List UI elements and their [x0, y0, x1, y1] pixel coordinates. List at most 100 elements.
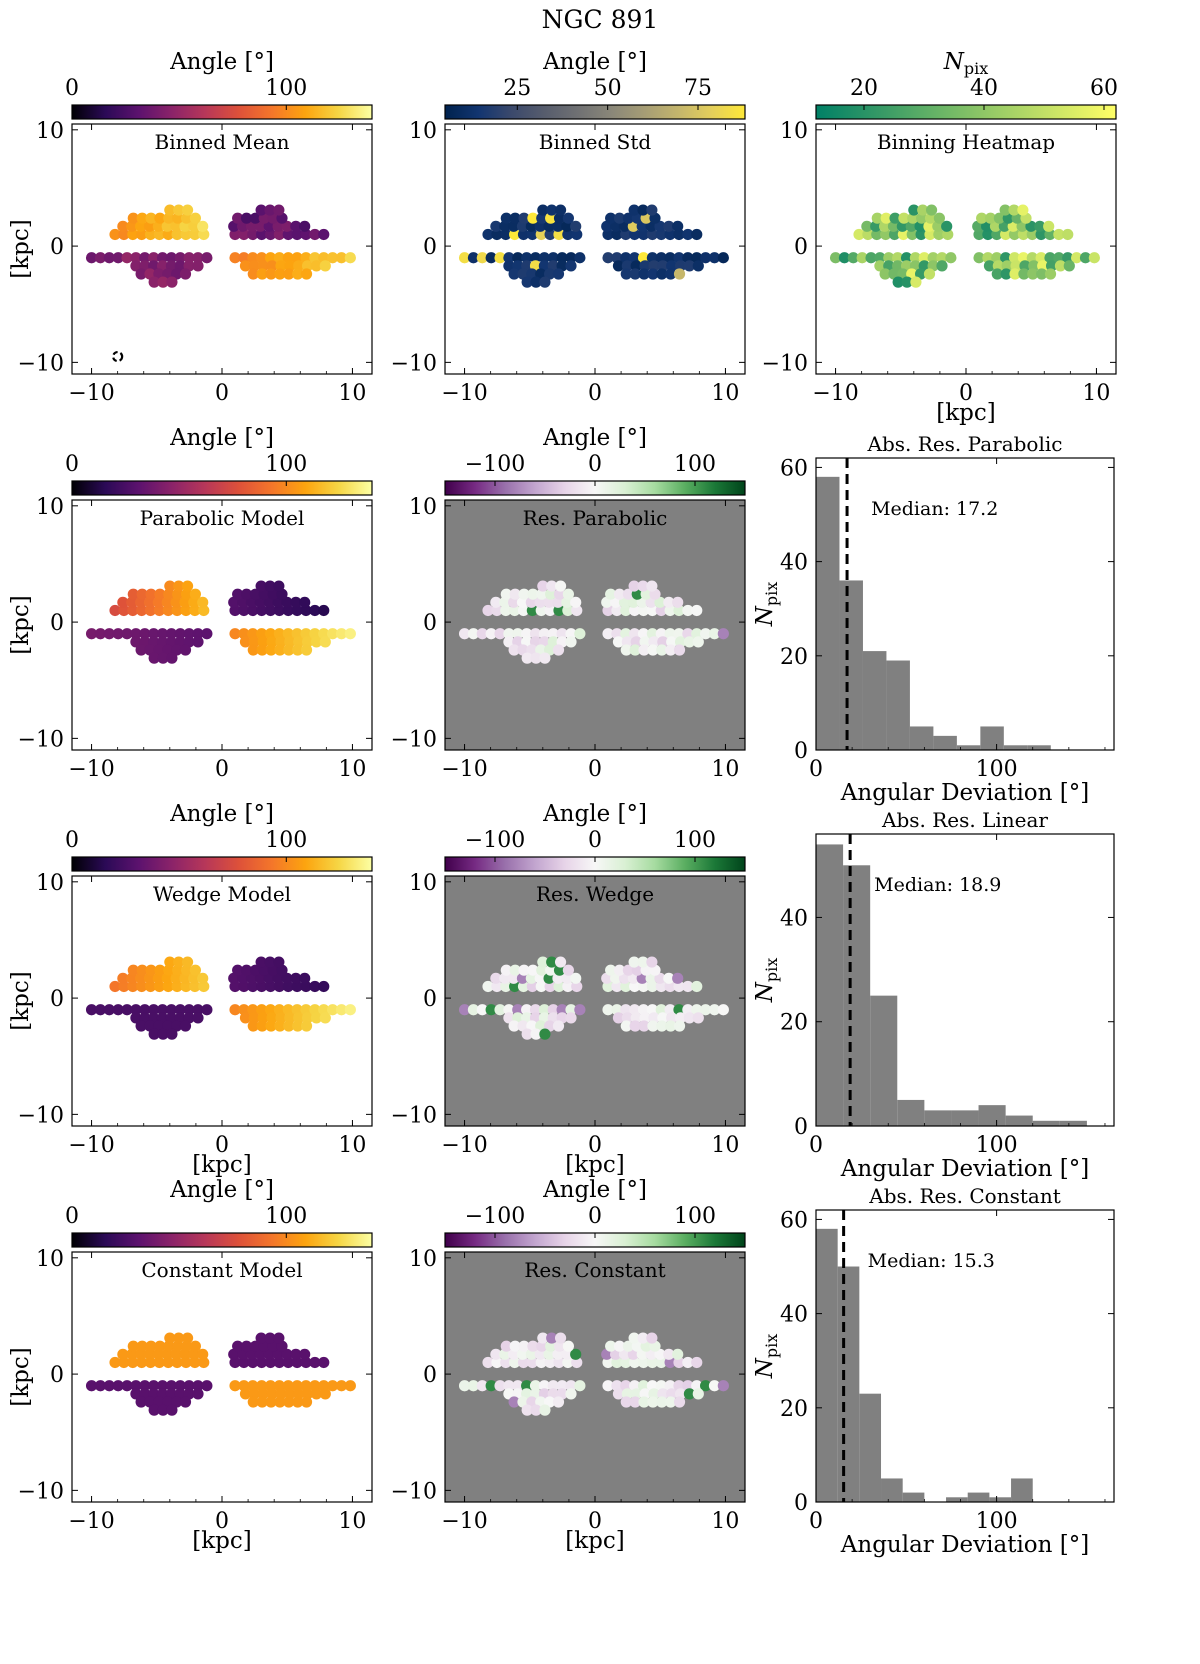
map-point: [180, 228, 192, 241]
beam-marker: [112, 350, 124, 363]
panel-title: Binning Heatmap: [877, 130, 1055, 154]
map-point: [284, 1012, 296, 1024]
map-point: [897, 228, 909, 241]
map-point: [247, 268, 259, 280]
y-tick-label: 10: [780, 119, 808, 144]
histogram-bar: [816, 1228, 838, 1502]
map-point: [201, 1004, 213, 1016]
histogram-bar: [933, 735, 957, 750]
map-point: [871, 212, 883, 224]
y-tick-label: 10: [36, 119, 64, 144]
map-point: [629, 1396, 641, 1408]
map-point: [656, 644, 668, 656]
map-point: [554, 956, 567, 968]
y-tick-label: 0: [794, 739, 808, 764]
map-point: [889, 212, 901, 224]
map-point: [571, 980, 583, 993]
map-point: [915, 268, 927, 280]
map-point: [293, 1388, 305, 1400]
y-axis-label: Npix: [752, 582, 781, 628]
x-axis-label: Angular Deviation [°]: [840, 1532, 1089, 1558]
y-tick-label: 10: [36, 1247, 64, 1272]
map-point: [299, 972, 311, 984]
map-point: [156, 1004, 169, 1016]
map-point: [538, 628, 550, 640]
map-point: [530, 1028, 542, 1040]
map-point: [198, 980, 210, 993]
map-point: [232, 588, 244, 600]
map-point: [656, 268, 668, 280]
map-point: [874, 260, 886, 272]
map-point: [1062, 228, 1074, 241]
y-tick-label: 0: [423, 611, 437, 636]
map-point: [172, 964, 184, 976]
map-point: [136, 212, 148, 224]
map-point: [508, 1396, 520, 1408]
map-point: [494, 628, 506, 640]
map-point: [500, 588, 512, 600]
panel-title: Wedge Model: [153, 882, 291, 906]
map-point: [556, 628, 568, 640]
map-point: [521, 252, 533, 264]
map-point: [189, 588, 201, 600]
map-point: [156, 252, 169, 264]
map-point: [165, 628, 177, 640]
map-point: [265, 1396, 277, 1408]
map-point: [491, 1356, 503, 1369]
histogram-bar: [837, 1266, 860, 1502]
colorbar-tick-label: 100: [265, 1204, 307, 1229]
colorbar-tick-label: 25: [503, 76, 531, 101]
map-point: [865, 252, 877, 264]
map-point: [691, 980, 703, 993]
map-point: [629, 1020, 641, 1032]
map-point: [692, 1012, 704, 1024]
map-point: [121, 252, 133, 264]
map-point: [485, 628, 497, 640]
map-point: [148, 1004, 160, 1016]
x-tick-label: 0: [809, 1509, 823, 1534]
map-point: [249, 212, 261, 224]
map-point: [156, 628, 169, 640]
x-tick-label: −10: [441, 1133, 487, 1158]
map-point: [562, 1356, 574, 1369]
map-point: [708, 628, 721, 640]
map-point: [327, 1380, 339, 1392]
map-point: [717, 252, 729, 264]
map-point: [179, 1396, 192, 1408]
colorbar-label: Angle [°]: [542, 1177, 647, 1203]
map-point: [247, 1020, 259, 1032]
map-point: [491, 980, 503, 993]
map-point: [301, 1388, 314, 1400]
map-point: [941, 220, 953, 232]
map-point: [154, 212, 166, 224]
map-point: [85, 628, 98, 640]
map-point: [880, 212, 892, 224]
y-axis-label: [kpc]: [8, 595, 34, 655]
y-tick-label: 10: [409, 119, 437, 144]
map-point: [538, 252, 550, 264]
map-point: [638, 1020, 650, 1032]
map-point: [201, 1380, 213, 1392]
map-point: [552, 1020, 565, 1032]
x-axis-label: [kpc]: [565, 1528, 625, 1554]
histogram-bar: [816, 476, 840, 750]
y-tick-label: 40: [780, 906, 808, 931]
map-point: [503, 636, 515, 648]
map-point: [508, 268, 520, 280]
map-point: [275, 260, 287, 272]
map-point: [197, 220, 209, 232]
axes-background: [445, 876, 745, 1126]
x-axis-label: [kpc]: [565, 1152, 625, 1178]
map-point: [717, 1004, 729, 1016]
map-point: [536, 588, 548, 600]
panel-title: Binned Std: [539, 130, 652, 154]
map-point: [239, 1012, 252, 1024]
map-point: [135, 1396, 147, 1408]
colorbar: [71, 1232, 373, 1248]
map-point: [154, 1340, 166, 1352]
map-point: [183, 252, 195, 264]
y-tick-label: 10: [36, 495, 64, 520]
map-point: [274, 1396, 286, 1408]
map-point: [265, 644, 277, 656]
